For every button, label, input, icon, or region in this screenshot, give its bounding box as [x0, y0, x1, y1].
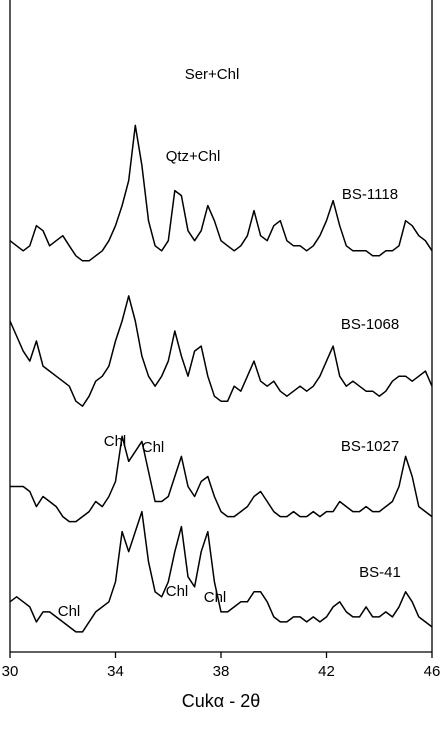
- peak-annotation: Chl: [104, 433, 127, 450]
- peak-annotation: Chl: [142, 439, 165, 456]
- x-tick-label: 42: [318, 663, 335, 680]
- x-tick-label: 34: [107, 663, 124, 680]
- peak-annotation: Ser+Chl: [185, 66, 240, 83]
- x-tick-label: 30: [2, 663, 19, 680]
- xrd-trace: [9, 124, 433, 262]
- xrd-trace: [9, 510, 433, 633]
- xrd-trace: [10, 435, 433, 523]
- xrd-trace: [9, 295, 433, 407]
- series-label: BS-1118: [342, 186, 398, 203]
- series-label: BS-1068: [341, 316, 399, 333]
- peak-annotation: Chl: [166, 583, 189, 600]
- peak-annotation: Chl: [204, 589, 227, 606]
- series-label: BS-41: [359, 564, 401, 581]
- peak-annotation: Qtz+Chl: [166, 148, 221, 165]
- x-axis-label: Cukα - 2θ: [182, 691, 260, 711]
- x-tick-label: 46: [424, 663, 441, 680]
- peak-annotation: Chl: [58, 603, 81, 620]
- x-tick-label: 38: [213, 663, 230, 680]
- series-label: BS-1027: [341, 438, 399, 455]
